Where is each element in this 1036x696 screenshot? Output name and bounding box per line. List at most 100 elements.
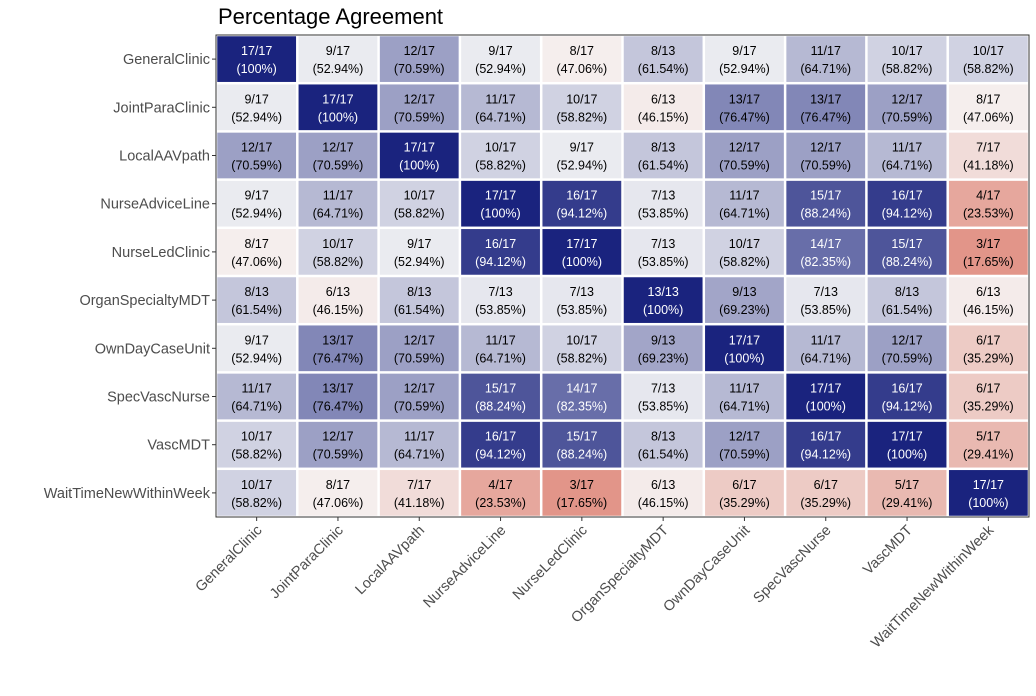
cell-count-label: 8/13 (651, 141, 675, 155)
cell-count-label: 4/17 (976, 189, 1000, 203)
cell-percent-label: (47.06%) (963, 110, 1014, 124)
cell-percent-label: (82.35%) (800, 255, 851, 269)
heatmap-cell: 12/17 (70.59%) (867, 84, 947, 131)
y-tick-label: GeneralClinic (123, 52, 210, 68)
cell-fill (867, 229, 947, 275)
cell-fill (298, 373, 378, 420)
cell-percent-label: (70.59%) (394, 62, 445, 76)
cell-percent-label: (52.94%) (556, 159, 607, 173)
cell-fill (542, 229, 622, 275)
cell-percent-label: (70.59%) (719, 448, 770, 462)
heatmap-cell: 8/13 (61.54%) (217, 277, 297, 323)
heatmap-cell: 6/13 (46.15%) (948, 277, 1028, 323)
cell-count-label: 13/17 (322, 333, 353, 347)
cell-percent-label: (47.06%) (231, 255, 282, 269)
heatmap-cell: 12/17 (70.59%) (705, 421, 784, 468)
cell-count-label: 8/17 (570, 44, 594, 58)
heatmap-cell: 17/17 (100%) (298, 84, 378, 131)
heatmap-cell: 11/17 (64.71%) (867, 132, 947, 179)
y-tick-label: NurseLedClinic (112, 245, 210, 261)
heatmap-cell: 8/17 (47.06%) (217, 229, 297, 275)
cell-fill (461, 84, 540, 131)
cell-percent-label: (61.54%) (882, 303, 933, 317)
y-tick-label: NurseAdviceLine (100, 197, 210, 213)
heatmap-cell: 17/17 (100%) (705, 325, 784, 372)
x-tick-label: NurseLedClinic (510, 523, 591, 604)
cell-percent-label: (61.54%) (638, 159, 689, 173)
cell-fill (217, 470, 297, 516)
cell-percent-label: (70.59%) (313, 159, 364, 173)
cell-fill (786, 132, 866, 179)
cell-percent-label: (58.82%) (556, 110, 607, 124)
cell-count-label: 6/17 (814, 478, 838, 492)
heatmap-cell: 17/17 (100%) (542, 229, 622, 275)
cell-count-label: 7/13 (651, 237, 675, 251)
cell-percent-label: (23.53%) (475, 496, 526, 510)
cell-fill (461, 373, 540, 420)
cell-count-label: 17/17 (891, 430, 922, 444)
cell-count-label: 11/17 (811, 333, 841, 347)
cell-count-label: 8/13 (244, 285, 268, 299)
cell-count-label: 6/17 (976, 333, 1000, 347)
y-tick-label: LocalAAVpath (119, 149, 210, 165)
cell-count-label: 16/17 (566, 189, 597, 203)
cell-count-label: 16/17 (485, 430, 516, 444)
cell-fill (705, 132, 784, 179)
cell-fill (298, 277, 378, 323)
cell-fill (379, 373, 459, 420)
cell-fill (461, 277, 540, 323)
cell-percent-label: (53.85%) (638, 255, 689, 269)
panel-border (215, 34, 1030, 518)
cell-percent-label: (52.94%) (719, 62, 770, 76)
cell-percent-label: (41.18%) (963, 159, 1014, 173)
heatmap-cell: 17/17 (100%) (217, 36, 297, 82)
cell-percent-label: (58.82%) (882, 62, 933, 76)
y-tick-label: WaitTimeNewWithinWeek (44, 486, 211, 502)
cell-count-label: 12/17 (322, 141, 353, 155)
cell-fill (461, 421, 540, 468)
cell-fill (705, 470, 784, 516)
cell-fill (461, 325, 540, 372)
cell-fill (948, 373, 1028, 420)
cell-count-label: 7/17 (976, 141, 1000, 155)
heatmap-cell: 8/13 (61.54%) (623, 132, 703, 179)
y-tick-label: OwnDayCaseUnit (95, 341, 210, 357)
x-tick-label: GeneralClinic (193, 523, 266, 596)
heatmap-cell: 5/17 (29.41%) (867, 470, 947, 516)
heatmap-cell: 9/17 (52.94%) (217, 180, 297, 227)
cell-fill (948, 421, 1028, 468)
cell-count-label: 10/17 (973, 44, 1004, 58)
heatmap-cell: 9/17 (52.94%) (461, 36, 540, 82)
cell-count-label: 4/17 (488, 478, 512, 492)
heatmap-cells: 17/17 (100%) 9/17 (52.94%) 12/17 (70.59%) 9/17… (217, 36, 1028, 516)
cell-percent-label: (58.82%) (963, 62, 1014, 76)
cell-percent-label: (100%) (318, 110, 358, 124)
heatmap-cell: 11/17 (64.71%) (786, 325, 866, 372)
cell-fill (542, 277, 622, 323)
heatmap-cell: 11/17 (64.71%) (461, 84, 540, 131)
cell-fill (705, 180, 784, 227)
cell-percent-label: (69.23%) (638, 351, 689, 365)
heatmap-cell: 13/17 (76.47%) (786, 84, 866, 131)
cell-percent-label: (58.82%) (475, 159, 526, 173)
cell-fill (217, 277, 297, 323)
cell-count-label: 16/17 (810, 430, 841, 444)
cell-count-label: 3/17 (976, 237, 1000, 251)
cell-count-label: 3/17 (570, 478, 594, 492)
cell-fill (623, 470, 703, 516)
cell-count-label: 17/17 (973, 478, 1004, 492)
cell-fill (786, 180, 866, 227)
cell-percent-label: (46.15%) (963, 303, 1014, 317)
cell-percent-label: (53.85%) (475, 303, 526, 317)
cell-percent-label: (47.06%) (556, 62, 607, 76)
cell-percent-label: (53.85%) (638, 207, 689, 221)
cell-percent-label: (64.71%) (475, 351, 526, 365)
heatmap-cell: 12/17 (70.59%) (217, 132, 297, 179)
heatmap-cell: 12/17 (70.59%) (786, 132, 866, 179)
cell-percent-label: (58.82%) (231, 496, 282, 510)
heatmap-cell: 8/13 (61.54%) (867, 277, 947, 323)
cell-count-label: 6/17 (976, 382, 1000, 396)
heatmap-cell: 6/13 (46.15%) (298, 277, 378, 323)
cell-fill (705, 84, 784, 131)
